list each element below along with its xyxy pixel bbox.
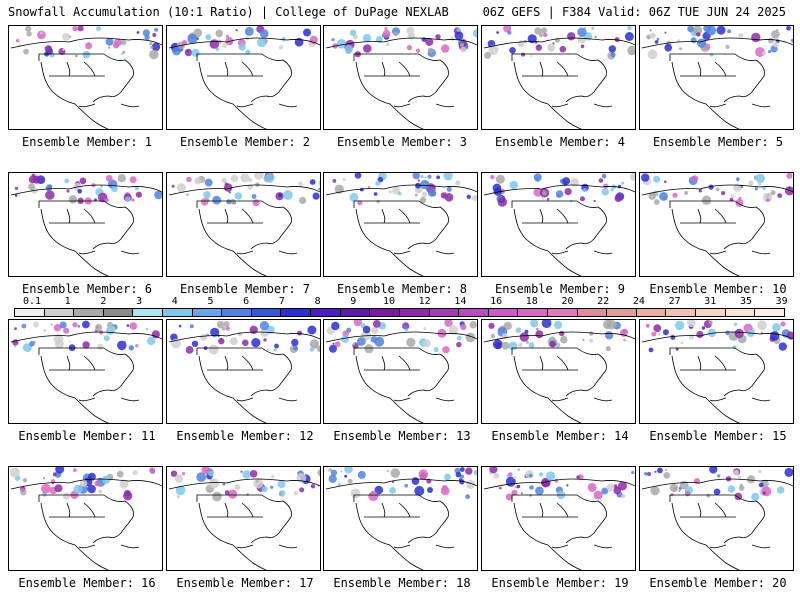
colorbar-segment <box>696 309 726 316</box>
ensemble-member-label: Ensemble Member: 2 <box>179 135 311 149</box>
ensemble-map-14 <box>481 319 636 424</box>
colorbar-tick-label: 18 <box>525 296 538 307</box>
ensemble-member-label: Ensemble Member: 20 <box>649 576 787 590</box>
colorbar-segment <box>74 309 104 316</box>
ensemble-map-7 <box>166 172 321 277</box>
colorbar-segment <box>15 309 45 316</box>
ensemble-member-label: Ensemble Member: 5 <box>652 135 784 149</box>
ensemble-member-label: Ensemble Member: 13 <box>333 429 471 443</box>
colorbar <box>14 308 785 317</box>
colorbar-segment <box>547 309 578 316</box>
ensemble-map-11 <box>8 319 163 424</box>
ensemble-member-label: Ensemble Member: 18 <box>333 576 471 590</box>
colorbar-tick-label: 8 <box>314 296 321 307</box>
colorbar-tick-label: 2 <box>100 296 107 307</box>
colorbar-tick-label: 0.1 <box>22 296 42 307</box>
colorbar-tick-label: 24 <box>632 296 645 307</box>
ensemble-map-12 <box>166 319 321 424</box>
colorbar-segment <box>755 309 784 316</box>
colorbar-segment <box>577 309 608 316</box>
colorbar-segment <box>192 309 223 316</box>
colorbar-tick-label: 27 <box>668 296 681 307</box>
ensemble-map-9 <box>481 172 636 277</box>
colorbar-segment <box>251 309 282 316</box>
ensemble-map-13 <box>323 319 478 424</box>
colorbar-segment <box>666 309 697 316</box>
colorbar-tick-label: 22 <box>597 296 610 307</box>
colorbar-segment <box>636 309 667 316</box>
ensemble-member-label: Ensemble Member: 15 <box>649 429 787 443</box>
ensemble-map-6 <box>8 172 163 277</box>
ensemble-member-label: Ensemble Member: 11 <box>18 429 156 443</box>
colorbar-segment <box>370 309 400 316</box>
colorbar-tick-label: 14 <box>454 296 467 307</box>
valid-time: 06Z GEFS | F384 Valid: 06Z TUE JUN 24 20… <box>482 5 786 19</box>
colorbar-segment <box>518 309 548 316</box>
ensemble-map-3 <box>323 25 478 130</box>
colorbar-segment <box>725 309 756 316</box>
colorbar-tick-label: 31 <box>704 296 717 307</box>
colorbar-tick-label: 7 <box>278 296 285 307</box>
colorbar-segment <box>222 309 252 316</box>
ensemble-map-10 <box>639 172 794 277</box>
colorbar-segment <box>311 309 341 316</box>
ensemble-member-label: Ensemble Member: 12 <box>176 429 314 443</box>
ensemble-member-label: Ensemble Member: 19 <box>491 576 629 590</box>
ensemble-member-label: Ensemble Member: 9 <box>494 282 626 296</box>
colorbar-segment <box>133 309 164 316</box>
colorbar-segment <box>488 309 519 316</box>
colorbar-tick-label: 16 <box>490 296 503 307</box>
colorbar-tick-label: 1 <box>64 296 71 307</box>
ensemble-map-1 <box>8 25 163 130</box>
colorbar-segment <box>459 309 489 316</box>
ensemble-map-5 <box>639 25 794 130</box>
ensemble-member-label: Ensemble Member: 1 <box>21 135 153 149</box>
colorbar-tick-label: 10 <box>382 296 396 307</box>
ensemble-map-2 <box>166 25 321 130</box>
colorbar-segment <box>281 309 312 316</box>
ensemble-map-18 <box>323 466 478 571</box>
colorbar-tick-label: 39 <box>775 296 788 307</box>
colorbar-tick-label: 4 <box>171 296 178 307</box>
colorbar-labels: 0.1 1 2 3 4 5 6 7 8 9 10 12 14 16 18 20 22 24 27 31 35 39 <box>14 296 788 308</box>
ensemble-member-label: Ensemble Member: 17 <box>176 576 314 590</box>
colorbar-tick-label: 6 <box>243 296 250 307</box>
colorbar-tick-label: 35 <box>739 296 753 307</box>
ensemble-map-17 <box>166 466 321 571</box>
colorbar-tick-label: 20 <box>561 296 574 307</box>
ensemble-member-label: Ensemble Member: 14 <box>491 429 629 443</box>
colorbar-segment <box>44 309 75 316</box>
ensemble-member-label: Ensemble Member: 3 <box>336 135 468 149</box>
ensemble-member-label: Ensemble Member: 6 <box>21 282 153 296</box>
colorbar-tick-label: 9 <box>350 296 357 307</box>
ensemble-map-20 <box>639 466 794 571</box>
colorbar-segment <box>163 309 193 316</box>
ensemble-map-19 <box>481 466 636 571</box>
colorbar-segment <box>103 309 134 316</box>
ensemble-map-16 <box>8 466 163 571</box>
ensemble-map-15 <box>639 319 794 424</box>
colorbar-segment <box>429 309 460 316</box>
ensemble-member-label: Ensemble Member: 4 <box>494 135 626 149</box>
ensemble-member-label: Ensemble Member: 10 <box>649 282 787 296</box>
ensemble-member-label: Ensemble Member: 8 <box>336 282 468 296</box>
colorbar-segment <box>607 309 637 316</box>
map-title: Snowfall Accumulation (10:1 Ratio) | Col… <box>8 5 449 19</box>
ensemble-member-label: Ensemble Member: 7 <box>179 282 311 296</box>
ensemble-member-label: Ensemble Member: 16 <box>18 576 156 590</box>
colorbar-segment <box>340 309 371 316</box>
colorbar-segment <box>399 309 430 316</box>
colorbar-tick-label: 12 <box>418 296 431 307</box>
ensemble-map-8 <box>323 172 478 277</box>
colorbar-tick-label: 3 <box>136 296 143 307</box>
colorbar-tick-label: 5 <box>207 296 214 307</box>
ensemble-map-4 <box>481 25 636 130</box>
